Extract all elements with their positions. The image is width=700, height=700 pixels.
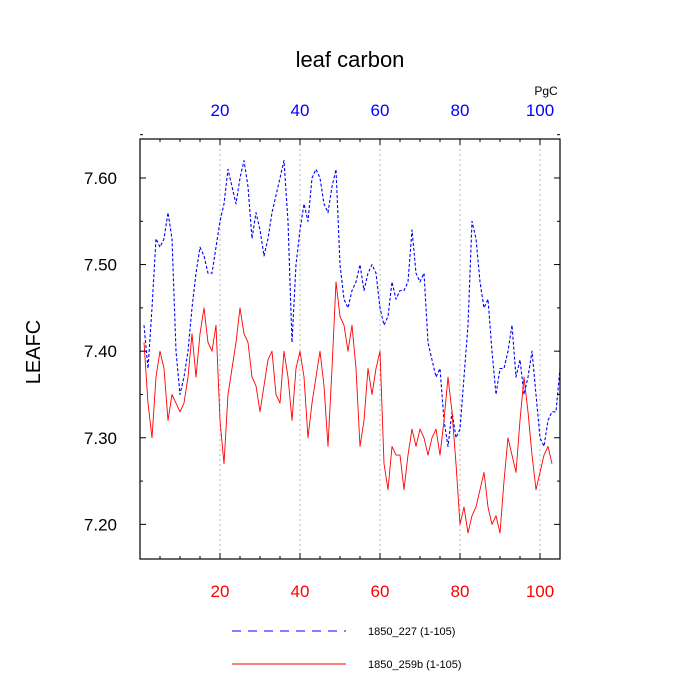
x-tick-label-bottom-100: 100 xyxy=(526,582,554,601)
y-tick-label-7.20: 7.20 xyxy=(84,515,117,534)
legend-label-1850-227: 1850_227 (1-105) xyxy=(368,626,455,638)
y-tick-label-7.30: 7.30 xyxy=(84,429,117,448)
y-tick-label-7.50: 7.50 xyxy=(84,256,117,275)
y-tick-label-7.40: 7.40 xyxy=(84,342,117,361)
grid-lines xyxy=(219,139,541,559)
y-tick-label-7.60: 7.60 xyxy=(84,169,117,188)
x-tick-label-top-100: 100 xyxy=(526,101,554,120)
legend-label-1850-259b: 1850_259b (1-105) xyxy=(368,659,462,671)
plot-frame xyxy=(139,138,561,560)
x-tick-label-bottom-40: 40 xyxy=(291,582,310,601)
series-line-1850-259b xyxy=(143,281,553,534)
x-tick-label-top-40: 40 xyxy=(291,101,310,120)
tick-labels: 20 20 40 40 60 60 80 80 100 100 7.20 7.30 7.40 7.50 7.… xyxy=(84,101,554,601)
series-line-1850-227 xyxy=(143,160,561,447)
x-tick-label-top-60: 60 xyxy=(371,101,390,120)
units-label: PgC xyxy=(534,84,558,98)
x-tick-label-top-80: 80 xyxy=(451,101,470,120)
axis-ticks xyxy=(140,134,561,559)
x-tick-label-top-20: 20 xyxy=(211,101,230,120)
series-layer xyxy=(143,160,561,534)
x-tick-label-bottom-20: 20 xyxy=(211,582,230,601)
x-tick-label-bottom-80: 80 xyxy=(451,582,470,601)
chart-title: leaf carbon xyxy=(296,47,405,72)
y-axis-label: LEAFC xyxy=(23,320,45,384)
legend: 1850_227 (1-105) 1850_259b (1-105) xyxy=(232,626,462,671)
x-tick-label-bottom-60: 60 xyxy=(371,582,390,601)
